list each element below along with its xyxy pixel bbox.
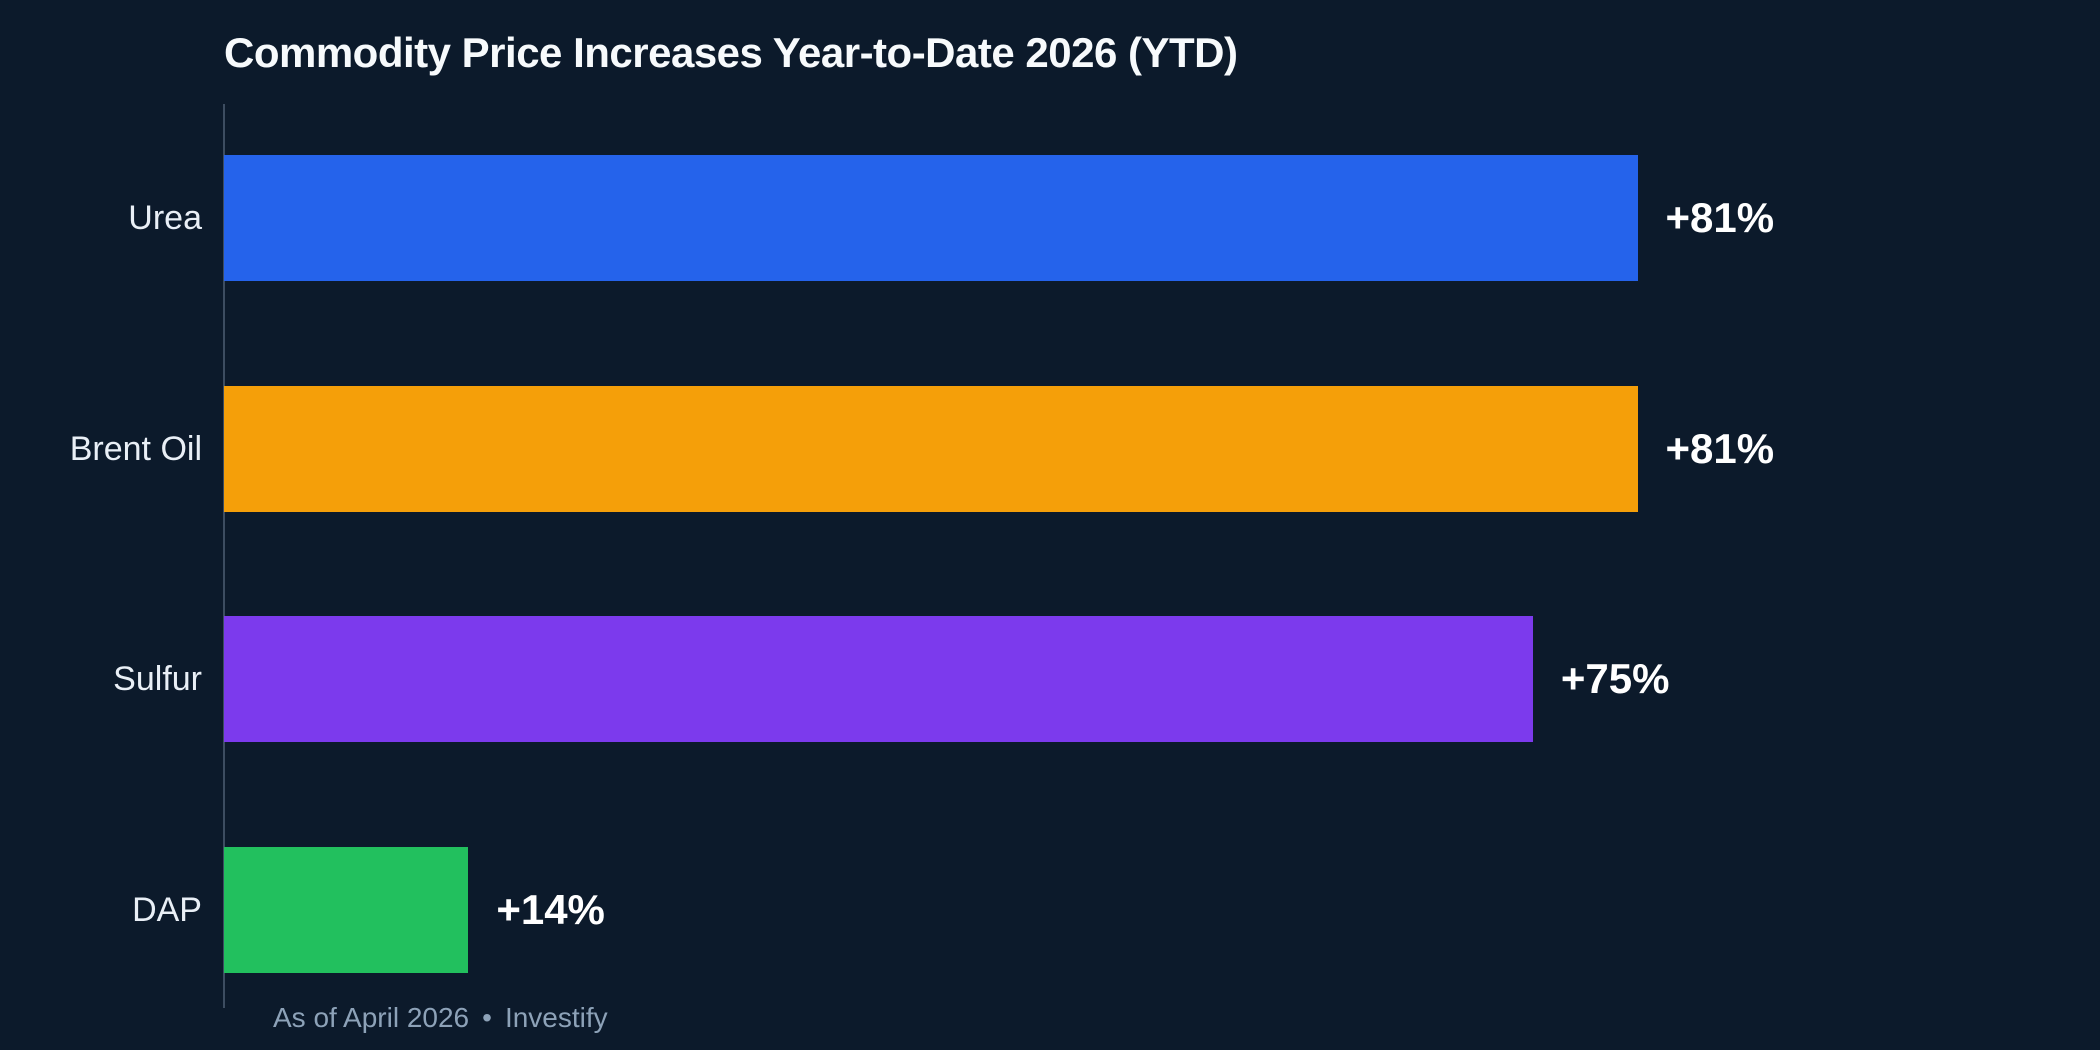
category-label: DAP — [132, 890, 202, 929]
plot-cell: +81% — [224, 334, 2100, 565]
category-label: Urea — [128, 199, 202, 238]
value-label: +81% — [1665, 424, 1775, 472]
bar — [224, 385, 1638, 512]
y-axis-line — [223, 104, 225, 1008]
bar-row: DAP +14% — [0, 795, 2100, 1026]
value-label: +81% — [1665, 194, 1775, 242]
footer-separator-dot: • — [482, 1002, 492, 1033]
plot-cell: +81% — [224, 103, 2100, 334]
plot-cell: +75% — [224, 564, 2100, 795]
bar — [224, 616, 1533, 743]
bar-row: Urea +81% — [0, 103, 2100, 334]
category-label: Brent Oil — [69, 429, 202, 468]
value-label: +75% — [1560, 655, 1670, 703]
value-label: +14% — [496, 885, 605, 933]
bar-rows: Urea +81% Brent Oil +81% Sulfur +75% DAP… — [0, 103, 2100, 1025]
footer: As of April 2026 • Investify — [273, 1002, 608, 1034]
plot-cell: +14% — [224, 795, 2100, 1026]
bar-row: Brent Oil +81% — [0, 334, 2100, 565]
footer-source: Investify — [504, 1002, 608, 1033]
footer-as-of: As of April 2026 — [273, 1002, 470, 1033]
bar — [224, 846, 469, 973]
category-label: Sulfur — [113, 660, 202, 699]
bar-row: Sulfur +75% — [0, 564, 2100, 795]
chart-title: Commodity Price Increases Year-to-Date 2… — [224, 29, 1238, 76]
bar — [224, 155, 1638, 282]
